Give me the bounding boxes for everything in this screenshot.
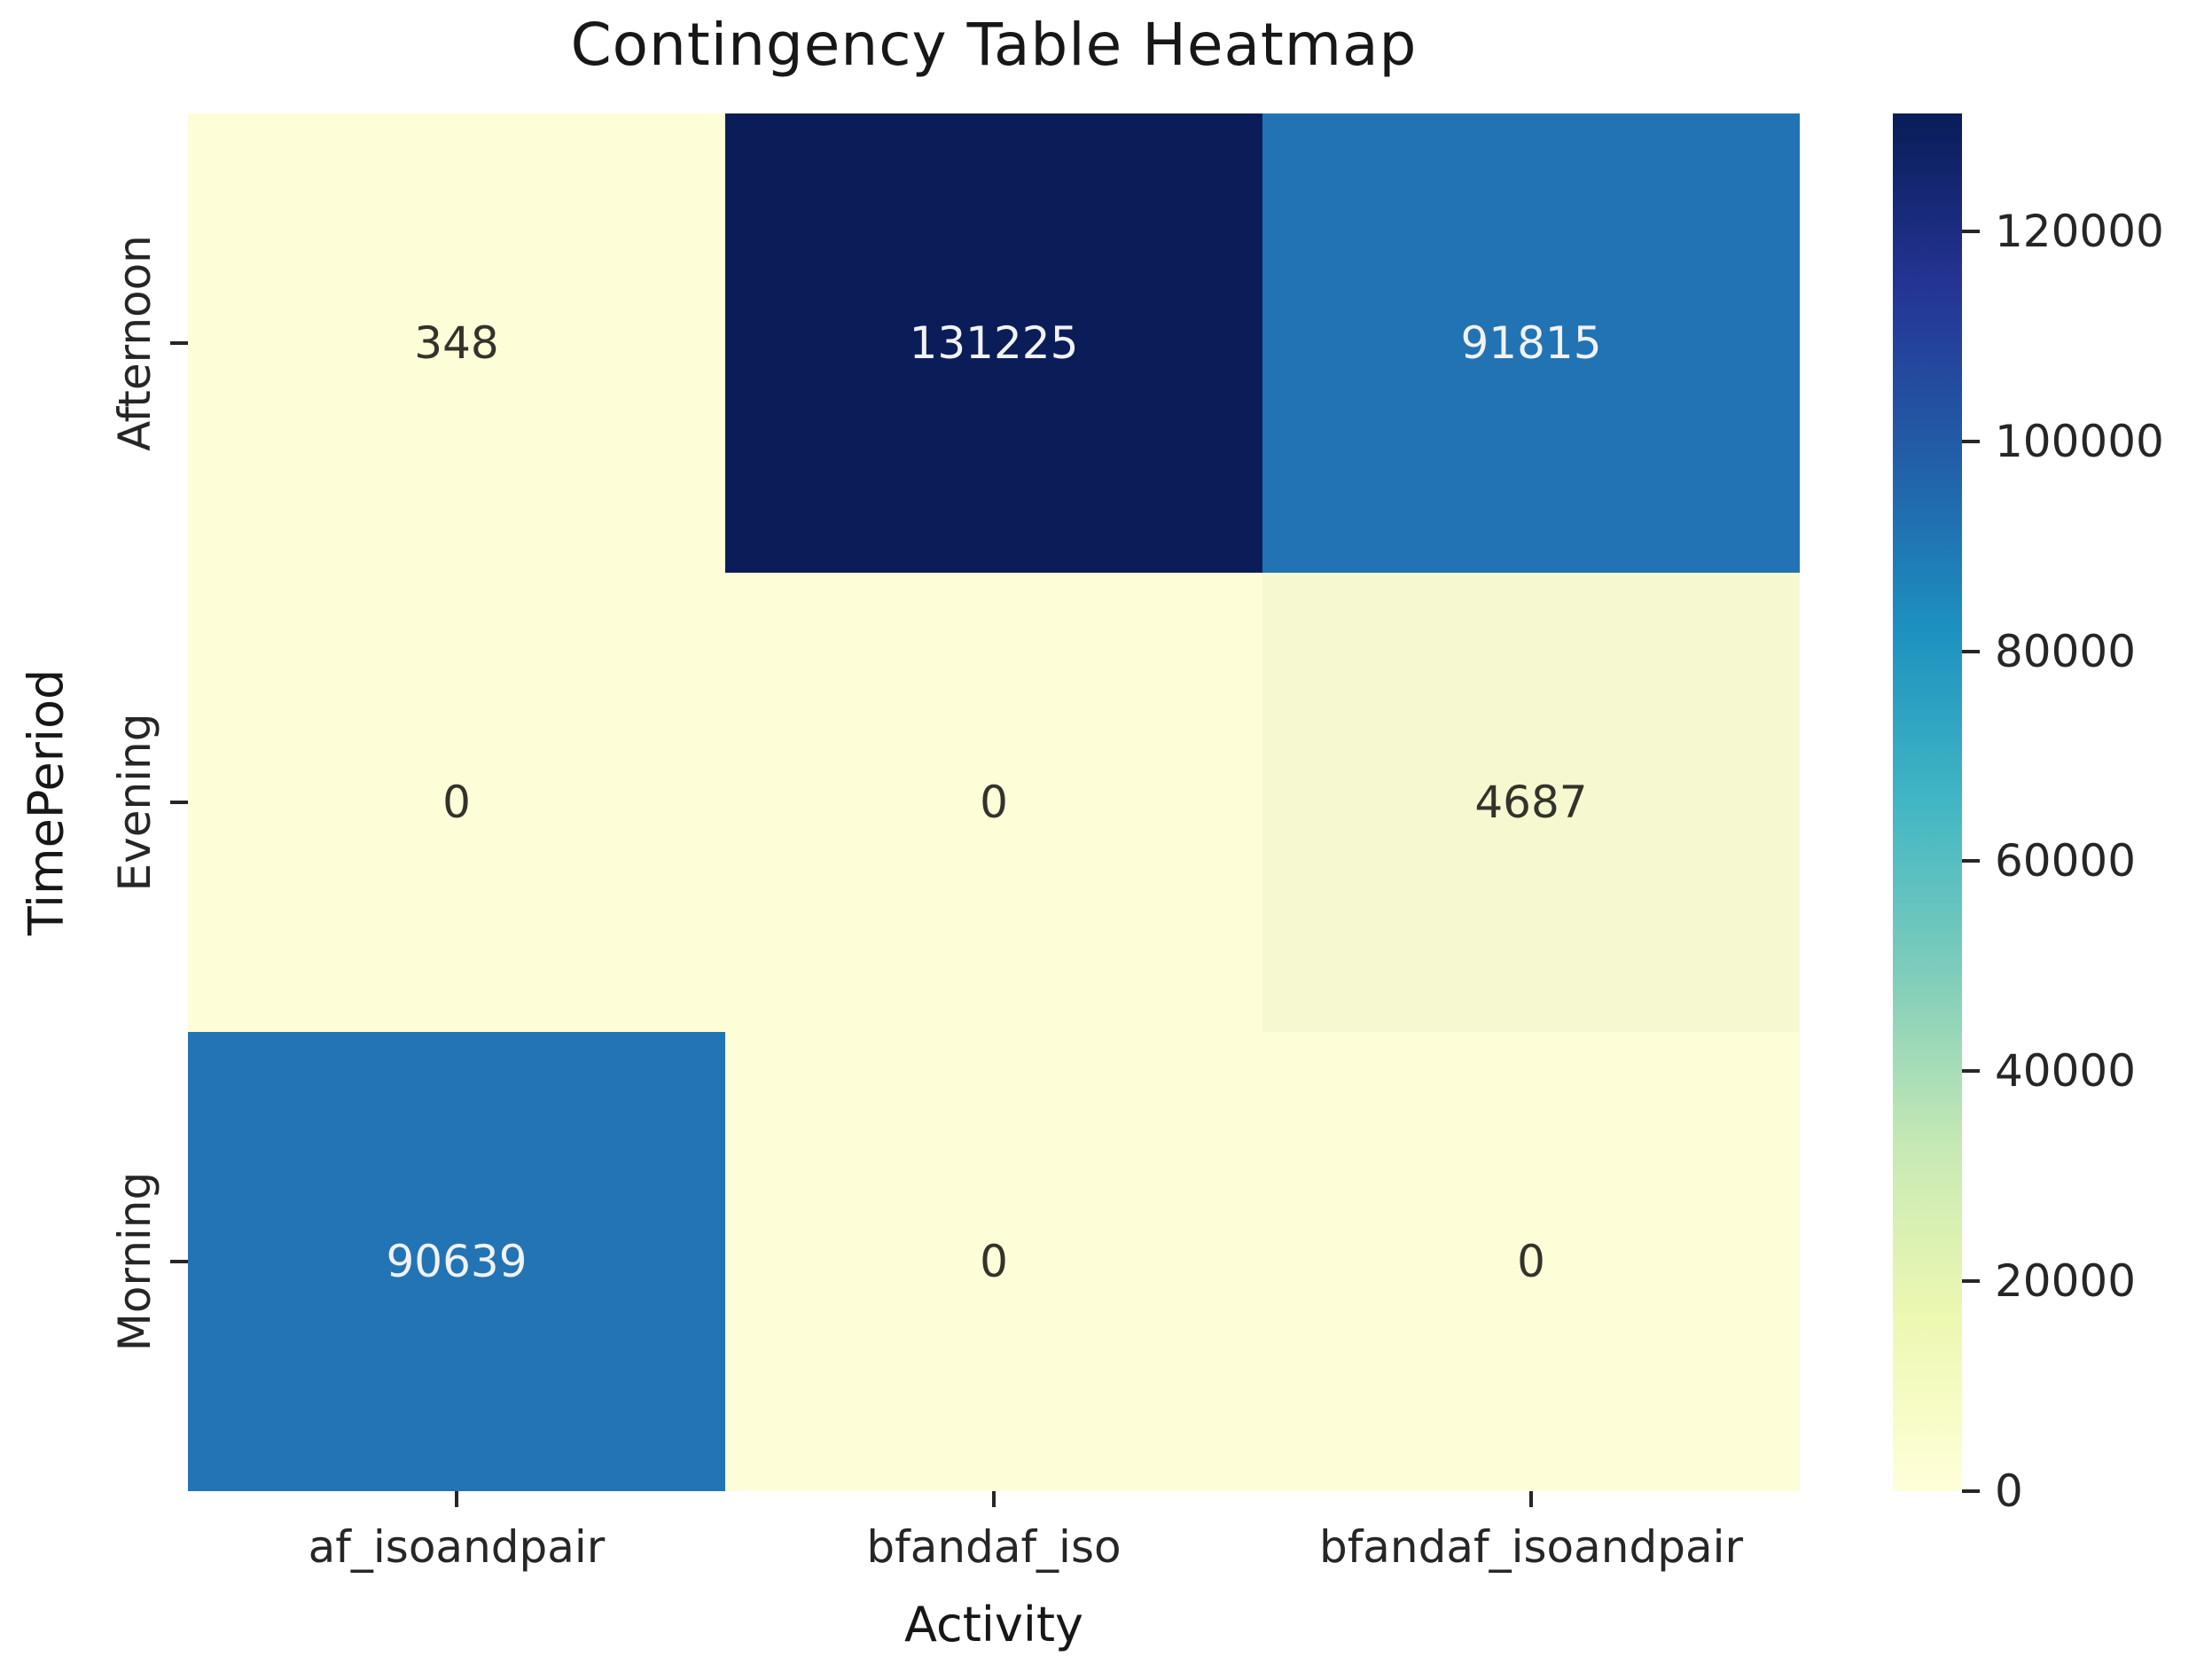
cell-value: 348	[414, 317, 499, 369]
cell-value: 0	[442, 777, 471, 828]
y-tick-label: Afternoon	[109, 235, 160, 451]
heatmap-cell: 90639	[188, 1032, 725, 1491]
heatmap-grid: 348 131225 91815 0 0 4687 90639 0 0	[188, 113, 1800, 1491]
colorbar-tick-label: 40000	[1995, 1045, 2137, 1098]
colorbar-tick-mark	[1962, 1279, 1980, 1284]
colorbar-tick-mark	[1962, 859, 1980, 863]
y-tick-label: Morning	[109, 1171, 160, 1352]
cell-value: 91815	[1460, 317, 1602, 369]
cell-value: 131225	[909, 317, 1079, 369]
x-tick-label: bfandaf_isoandpair	[1318, 1521, 1744, 1573]
heatmap-cell: 4687	[1262, 573, 1800, 1032]
colorbar-tick-label: 120000	[1995, 205, 2164, 257]
chart-title: Contingency Table Heatmap	[570, 11, 1418, 79]
colorbar	[1893, 113, 1962, 1491]
x-tick-label: bfandaf_iso	[866, 1521, 1122, 1573]
y-axis-label: TimePeriod	[18, 668, 74, 936]
cell-value: 4687	[1474, 777, 1588, 828]
y-tick-mark	[170, 801, 188, 804]
x-tick-mark	[992, 1491, 996, 1507]
colorbar-tick-mark	[1962, 1489, 1980, 1493]
x-tick-label: af_isoandpair	[308, 1521, 606, 1573]
cell-value: 0	[1517, 1236, 1545, 1287]
heatmap-cell: 0	[725, 573, 1262, 1032]
heatmap-cell: 0	[1262, 1032, 1800, 1491]
x-axis-label: Activity	[904, 1597, 1083, 1653]
colorbar-tick-label: 20000	[1995, 1255, 2137, 1308]
cell-value: 90639	[386, 1236, 528, 1287]
colorbar-tick-label: 80000	[1995, 625, 2137, 677]
y-tick-label: Evening	[109, 713, 160, 892]
heatmap-cell: 0	[725, 1032, 1262, 1491]
colorbar-tick-label: 100000	[1995, 415, 2164, 467]
y-tick-mark	[170, 1260, 188, 1263]
colorbar-tick-mark	[1962, 1069, 1980, 1074]
heatmap-cell: 131225	[725, 113, 1262, 573]
colorbar-tick-mark	[1962, 649, 1980, 653]
heatmap-cell: 91815	[1262, 113, 1800, 573]
colorbar-tick-mark	[1962, 439, 1980, 443]
x-tick-mark	[455, 1491, 458, 1507]
cell-value: 0	[980, 1236, 1008, 1287]
cell-value: 0	[980, 777, 1008, 828]
y-tick-mark	[170, 341, 188, 345]
colorbar-tick-label: 0	[1995, 1465, 2023, 1517]
heatmap-cell: 0	[188, 573, 725, 1032]
x-tick-mark	[1529, 1491, 1533, 1507]
colorbar-tick-label: 60000	[1995, 835, 2137, 887]
colorbar-tick-mark	[1962, 229, 1980, 233]
heatmap-cell: 348	[188, 113, 725, 573]
